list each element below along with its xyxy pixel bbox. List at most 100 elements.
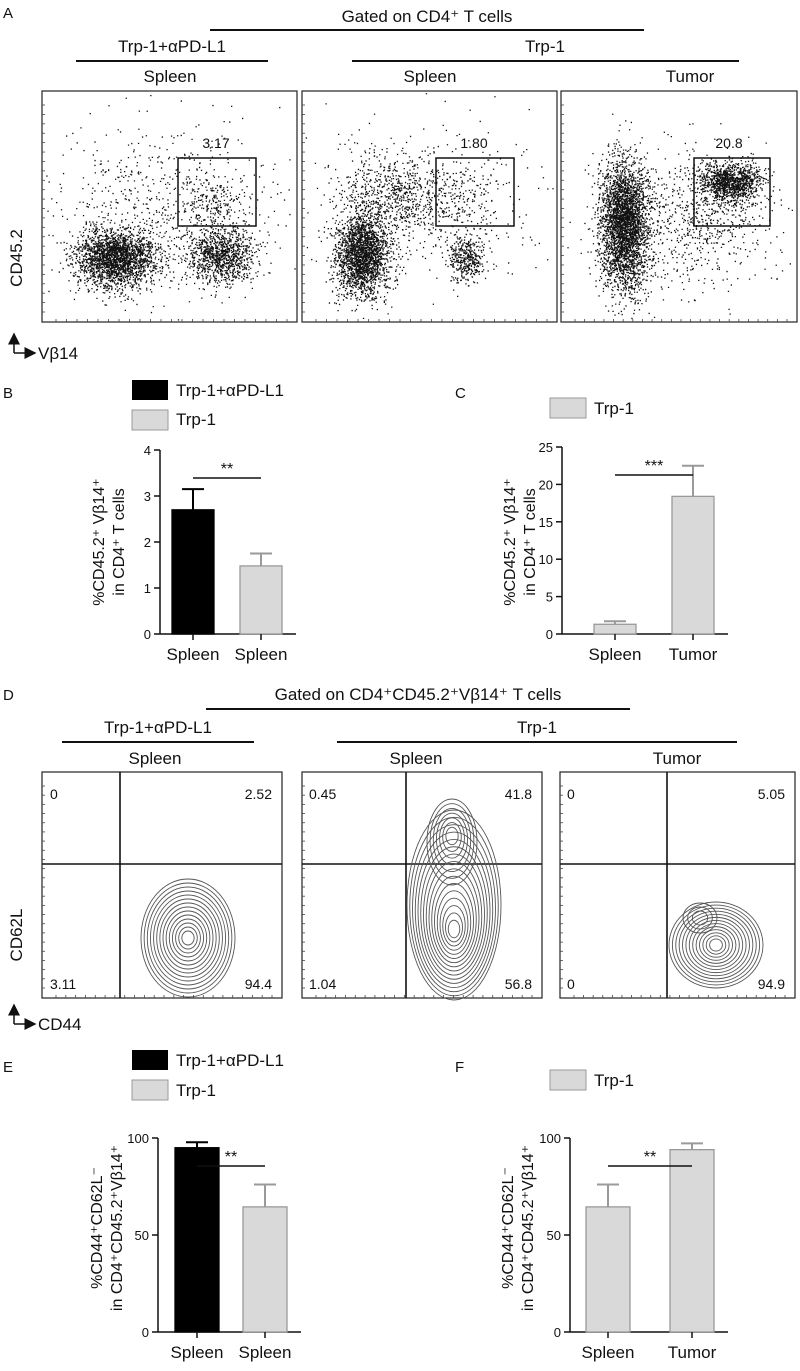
quadrant-ur: 2.52 bbox=[245, 786, 272, 802]
quadrant-ul: 0.45 bbox=[309, 786, 336, 802]
x-tick-label: Tumor bbox=[669, 645, 718, 664]
contour-line bbox=[435, 812, 469, 866]
x-tick-label: Spleen bbox=[582, 1343, 635, 1362]
y-tick-label: 100 bbox=[539, 1131, 561, 1146]
contour-line bbox=[178, 926, 198, 950]
contour-line bbox=[420, 846, 488, 980]
significance-label: ** bbox=[225, 1149, 237, 1166]
contour-line bbox=[417, 838, 491, 984]
significance-label: ** bbox=[644, 1149, 656, 1166]
legend-swatch-treated bbox=[132, 1050, 168, 1070]
flow-dotplot-2: 1.80 bbox=[301, 90, 558, 323]
bar bbox=[242, 1206, 288, 1333]
contour-line bbox=[688, 920, 744, 970]
contour-line bbox=[426, 798, 478, 886]
y-label-main: %CD44⁺CD62L⁻ bbox=[500, 1167, 517, 1289]
bar bbox=[669, 1148, 715, 1333]
contour-line bbox=[709, 938, 723, 952]
contour-line bbox=[705, 935, 727, 955]
panel-d-y-axis: CD62L bbox=[7, 909, 26, 962]
contour-line bbox=[702, 932, 730, 958]
panel-d-gate-label: Gated on CD4⁺CD45.2⁺Vβ14⁺ T cells bbox=[275, 685, 562, 704]
y-label-sub: in CD4⁺ T cells bbox=[111, 488, 128, 595]
event-dots bbox=[46, 95, 296, 321]
panel-letter-f: F bbox=[455, 1059, 464, 1076]
panel-d-tissue-2: Spleen bbox=[390, 749, 443, 768]
contour-line bbox=[691, 910, 709, 926]
contour-line bbox=[431, 875, 477, 964]
y-label-sub: in CD4⁺CD45.2⁺Vβ14⁺ bbox=[520, 1145, 537, 1311]
x-tick-label: Spleen bbox=[171, 1343, 224, 1362]
contour-frame bbox=[559, 771, 796, 999]
contour-plot-3: 0 5.05 0 94.9 bbox=[559, 771, 796, 999]
quadrant-lr: 94.4 bbox=[245, 976, 272, 992]
bar bbox=[171, 509, 215, 635]
gate-value: 3.17 bbox=[202, 135, 229, 151]
significance-label: ** bbox=[221, 461, 233, 478]
y-tick-label: 0 bbox=[546, 627, 553, 642]
event-dots bbox=[305, 93, 554, 319]
contour-line bbox=[675, 907, 757, 983]
y-tick-label: 100 bbox=[127, 1131, 149, 1146]
contour-line bbox=[445, 826, 459, 846]
chart-f: Trp-1 %CD44⁺CD62L⁻ in CD4⁺CD45.2⁺Vβ14⁺ 0… bbox=[500, 1069, 728, 1362]
chart-e: Trp-1+αPD-L1 Trp-1 %CD44⁺CD62L⁻ in CD4⁺C… bbox=[89, 1050, 301, 1362]
contour-line bbox=[434, 883, 474, 959]
chart-c-plot: 0 5 10 15 20 25 Spleen Tumor *** bbox=[539, 440, 728, 664]
panel-a-tissue-3: Tumor bbox=[666, 67, 715, 86]
contour-line bbox=[140, 878, 236, 998]
x-tick-label: Spleen bbox=[167, 645, 220, 664]
gate-value: 1.80 bbox=[460, 135, 487, 151]
panel-a-tissue-2: Spleen bbox=[404, 67, 457, 86]
legend-label-control: Trp-1 bbox=[594, 399, 634, 418]
contour-line bbox=[171, 918, 205, 958]
contour-line bbox=[168, 914, 208, 962]
legend-swatch-control bbox=[131, 1079, 169, 1101]
y-tick-label: 15 bbox=[539, 515, 553, 530]
y-label-main: %CD45.2⁺ Vβ14⁺ bbox=[91, 478, 108, 605]
contour-line bbox=[439, 897, 469, 951]
contour-line bbox=[409, 816, 499, 997]
chart-f-plot: 0 50 100 Spleen Tumor ** bbox=[539, 1131, 728, 1362]
quadrant-ll: 1.04 bbox=[309, 976, 336, 992]
panel-a-group-right: Trp-1 bbox=[525, 37, 565, 56]
contour-line bbox=[153, 894, 223, 982]
quadrant-lr: 94.9 bbox=[758, 976, 785, 992]
y-tick-label: 1 bbox=[144, 581, 151, 596]
contour-line bbox=[668, 901, 764, 989]
quadrant-ur: 5.05 bbox=[758, 786, 785, 802]
y-tick-label: 2 bbox=[144, 535, 151, 550]
y-tick-label: 0 bbox=[144, 627, 151, 642]
y-tick-label: 20 bbox=[539, 477, 553, 492]
contour-line bbox=[143, 882, 233, 994]
quadrant-lr: 56.8 bbox=[505, 976, 532, 992]
contour-line bbox=[442, 822, 462, 852]
y-tick-label: 10 bbox=[539, 552, 553, 567]
bar bbox=[671, 495, 715, 635]
panel-d-tissue-1: Spleen bbox=[129, 749, 182, 768]
contour-line bbox=[156, 898, 220, 978]
contour-plot-1: 0 2.52 3.11 94.4 bbox=[41, 771, 283, 999]
contour-line bbox=[687, 906, 713, 930]
contour-line bbox=[165, 910, 211, 966]
chart-c: Trp-1 %CD45.2⁺ Vβ14⁺ in CD4⁺ T cells 0 5 1… bbox=[502, 397, 728, 664]
contour-line bbox=[162, 906, 214, 970]
dotplot-frame bbox=[41, 90, 298, 323]
panel-a-y-axis: CD45.2 bbox=[7, 229, 26, 287]
contour-line bbox=[682, 902, 718, 934]
bar bbox=[585, 1206, 631, 1333]
flow-dotplot-3: 20.8 bbox=[560, 90, 798, 323]
x-tick-label: Spleen bbox=[235, 645, 288, 664]
contour-line bbox=[695, 926, 737, 964]
dotplot-frame bbox=[301, 90, 558, 323]
panel-letter-c: C bbox=[455, 385, 466, 402]
contour-line bbox=[159, 902, 217, 974]
panel-letter-a: A bbox=[3, 5, 13, 22]
y-tick-label: 50 bbox=[547, 1228, 561, 1243]
panel-d-tissue-3: Tumor bbox=[653, 749, 702, 768]
legend-label-control: Trp-1 bbox=[176, 1081, 216, 1100]
panel-letter-d: D bbox=[3, 687, 14, 704]
panel-a-x-axis: Vβ14 bbox=[38, 344, 78, 363]
y-label-sub: in CD4⁺ T cells bbox=[522, 488, 539, 595]
panel-d-group-left: Trp-1+αPD-L1 bbox=[104, 718, 212, 737]
